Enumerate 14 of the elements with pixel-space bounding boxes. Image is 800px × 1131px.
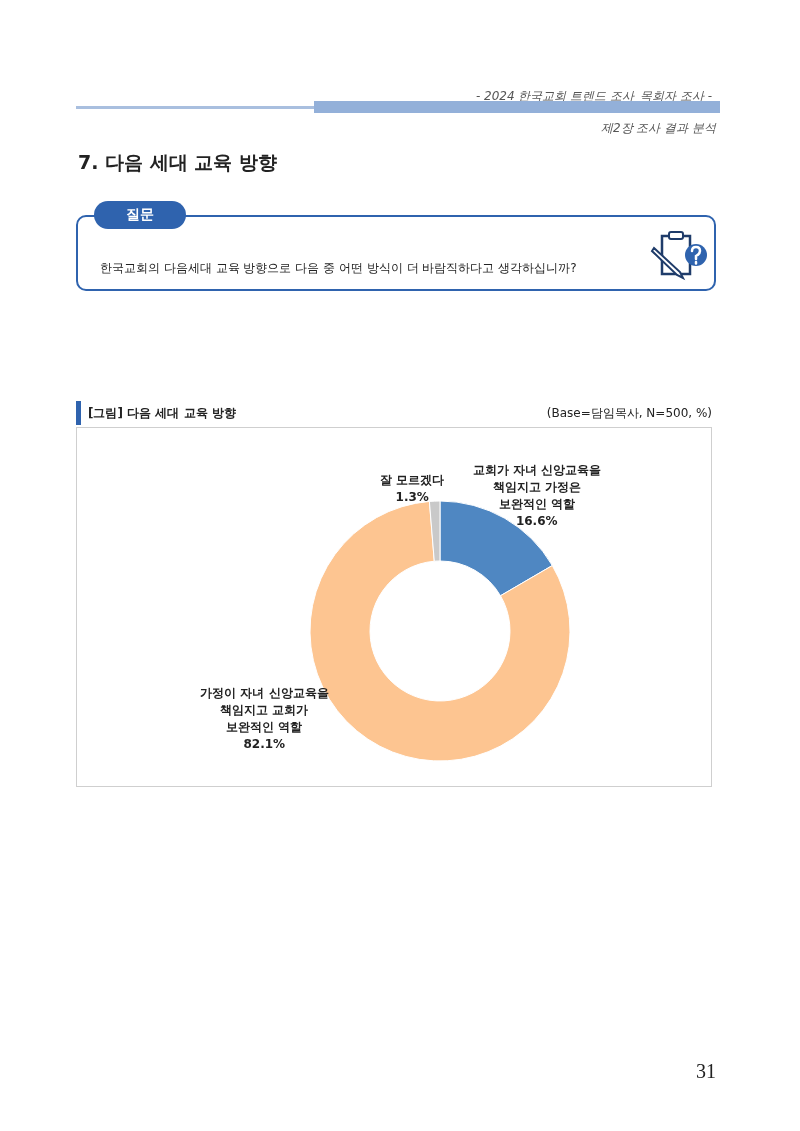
slice-label: 가정이 자녀 신앙교육을 책임지고 교회가 보완적인 역할 <box>200 686 329 735</box>
chart-title: [그림] 다음 세대 교육 방향 <box>88 405 236 422</box>
slice-label: 교회가 자녀 신앙교육을 책임지고 가정은 보완적인 역할 <box>472 462 601 511</box>
text: 제2장 조사 결과 분석 <box>600 120 716 137</box>
text: 7. 다음 세대 교육 방향 <box>78 150 277 175</box>
text: - 2024 한국교회 트렌드 조사_목회자 조사 - <box>475 88 712 105</box>
data-label: 1.3% <box>395 490 429 505</box>
text: 31 <box>696 1060 716 1083</box>
data-label: 82.1% <box>243 737 286 752</box>
text: (Base=담임목사, N=500, %) <box>546 405 712 422</box>
slice-label: 잘 모르겠다 <box>380 473 445 488</box>
text: 질문 <box>94 201 186 229</box>
text: 한국교회의 다음세대 교육 방향으로 다음 중 어떤 방식이 더 바람직하다고 생각하십니까? <box>100 260 577 277</box>
data-label: 16.6% <box>515 513 558 528</box>
